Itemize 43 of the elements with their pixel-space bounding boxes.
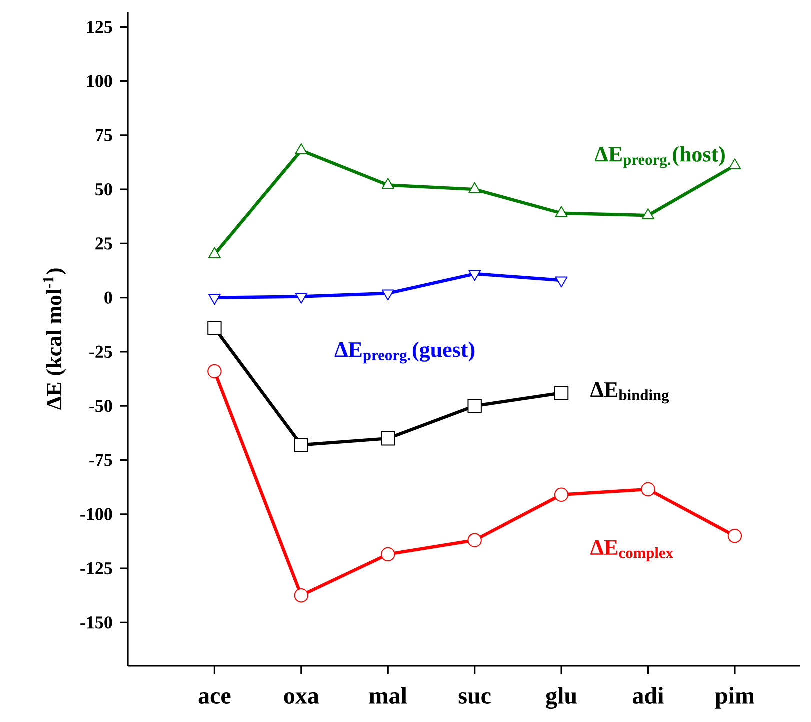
x-tick-label: oxa — [284, 692, 320, 704]
point — [208, 321, 222, 336]
point — [208, 247, 221, 258]
point — [554, 488, 569, 502]
y-tick-label: -150 — [80, 616, 112, 629]
y-tick-label: -100 — [80, 508, 112, 520]
text: ΔE$_{preorg.}$(guest) — [334, 342, 475, 364]
point — [641, 482, 656, 497]
point — [294, 588, 309, 603]
y-tick-label: 0 — [104, 292, 112, 304]
y-tick-label: 25 — [96, 238, 112, 250]
y-tick-label: -75 — [90, 454, 112, 466]
x-tick-label: suc — [458, 692, 491, 704]
point — [382, 178, 394, 190]
x-tick-label: adi — [633, 687, 664, 704]
y-tick-label: 75 — [96, 129, 112, 142]
y-tick-label: -50 — [90, 400, 112, 412]
x-tick-label: ace — [198, 692, 231, 704]
x-tick-label: pim — [715, 687, 755, 709]
point — [554, 386, 569, 400]
point — [381, 432, 396, 446]
x-tick-label: mal — [369, 687, 408, 704]
point — [294, 438, 309, 452]
point — [468, 399, 482, 414]
point — [468, 533, 482, 548]
y-tick-label: -125 — [80, 562, 112, 575]
series-label: ΔE$_{preorg.}$(host) — [594, 146, 725, 168]
y-tick-label: -25 — [90, 346, 112, 358]
point — [728, 528, 742, 544]
x-tick-label: glu — [546, 687, 577, 710]
point — [468, 182, 482, 194]
point — [555, 206, 568, 218]
series-label: ΔE$_{binding}$ — [590, 382, 670, 404]
y-tick-label: 100 — [87, 75, 112, 88]
point — [642, 208, 654, 220]
point — [381, 547, 396, 562]
y-tick-label: 125 — [87, 21, 112, 34]
y-axis-title: ΔE (kcal mol$^{-1}$) — [43, 268, 66, 410]
point — [728, 158, 742, 170]
point — [295, 143, 308, 154]
series-label: ΔE$_{complex}$ — [590, 540, 674, 562]
y-tick-label: 50 — [96, 183, 112, 196]
point — [208, 364, 222, 379]
